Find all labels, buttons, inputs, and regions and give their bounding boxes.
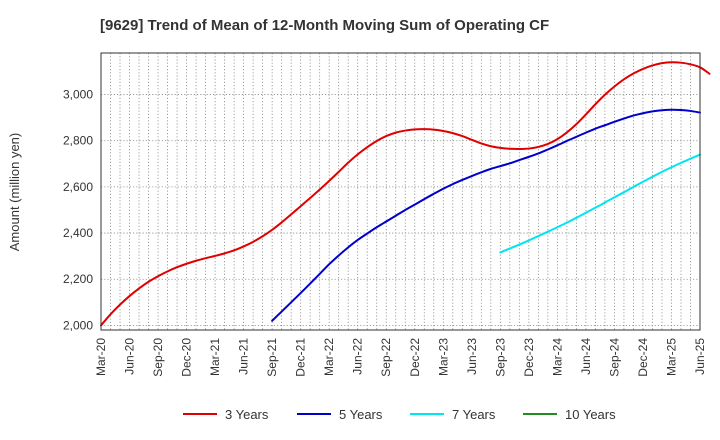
x-tick-label: Dec-20 xyxy=(180,338,194,377)
y-tick-label: 2,000 xyxy=(63,318,93,332)
legend: 3 Years 5 Years 7 Years 10 Years xyxy=(183,407,616,422)
x-tick-label: Dec-22 xyxy=(408,338,422,377)
x-tick-label: Mar-22 xyxy=(322,338,336,376)
legend-label-10-years: 10 Years xyxy=(565,407,616,422)
x-tick-label: Dec-21 xyxy=(294,338,308,377)
y-tick-label: 2,200 xyxy=(63,272,93,286)
chart-title: [9629] Trend of Mean of 12-Month Moving … xyxy=(100,17,549,34)
x-tick-label: Sep-24 xyxy=(607,338,621,377)
y-tick-label: 2,600 xyxy=(63,180,93,194)
y-tick-label: 2,800 xyxy=(63,134,93,148)
y-axis-label: Amount (million yen) xyxy=(7,133,22,252)
x-tick-label: Sep-20 xyxy=(151,338,165,377)
x-tick-label: Dec-23 xyxy=(522,338,536,377)
series-line-5-years xyxy=(271,108,701,322)
y-tick-label: 2,400 xyxy=(63,226,93,240)
x-tick-label: Sep-21 xyxy=(265,338,279,377)
x-tick-label: Jun-24 xyxy=(579,338,593,375)
x-tick-label: Jun-21 xyxy=(237,338,251,375)
x-axis: Mar-20 Jun-20 Sep-20 Dec-20 Mar-21 Jun-21 Sep-… xyxy=(94,338,707,377)
x-tick-label: Jun-22 xyxy=(351,338,365,375)
y-axis: 2,000 2,200 2,400 2,600 2,800 3,000 xyxy=(63,88,93,333)
y-tick-label: 3,000 xyxy=(63,88,93,102)
x-tick-label: Mar-24 xyxy=(550,338,564,376)
x-tick-label: Mar-21 xyxy=(208,338,222,376)
x-tick-label: Sep-23 xyxy=(493,338,507,377)
x-tick-label: Sep-22 xyxy=(379,338,393,377)
x-tick-label: Mar-25 xyxy=(664,338,678,376)
x-tick-label: Mar-23 xyxy=(436,338,450,376)
x-tick-label: Jun-25 xyxy=(693,338,707,375)
series-line-3-years xyxy=(100,61,711,327)
series-group xyxy=(100,61,711,327)
legend-label-5-years: 5 Years xyxy=(339,407,383,422)
legend-label-7-years: 7 Years xyxy=(452,407,496,422)
grid xyxy=(101,53,700,330)
x-tick-label: Jun-20 xyxy=(123,338,137,375)
legend-label-3-years: 3 Years xyxy=(225,407,269,422)
x-tick-label: Jun-23 xyxy=(465,338,479,375)
x-tick-label: Dec-24 xyxy=(636,338,650,377)
plot-border xyxy=(100,52,701,331)
x-tick-label: Mar-20 xyxy=(94,338,108,376)
series-line-7-years xyxy=(499,153,701,254)
